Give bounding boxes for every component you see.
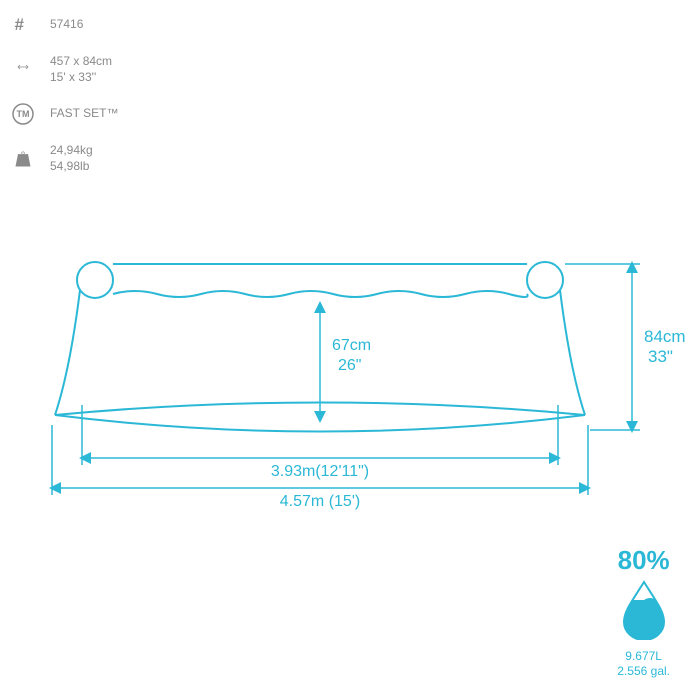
dim-height: 84cm 33" [565, 264, 686, 430]
spec-brand: TM FAST SET™ [10, 101, 118, 127]
dim-height-in: 33" [648, 347, 673, 366]
dim-width-outer-label: 4.57m (15') [280, 493, 360, 510]
spec-weight: 24,94kg 54,98lb [10, 143, 118, 174]
specs-block: # 57416 457 x 84cm 15' x 33'' TM FAST SE… [10, 12, 118, 190]
capacity-gallons: 2.556 gal. [617, 664, 670, 680]
spec-sku: # 57416 [10, 12, 118, 38]
svg-text:TM: TM [17, 109, 30, 119]
spec-weight-lb: 54,98lb [50, 159, 93, 175]
spec-size-imperial: 15' x 33'' [50, 70, 112, 86]
spec-sku-value: 57416 [50, 17, 83, 33]
dim-depth-in: 26" [338, 357, 361, 374]
water-drop-icon [620, 580, 668, 640]
spec-size-metric: 457 x 84cm [50, 54, 112, 70]
spec-brand-value: FAST SET™ [50, 106, 118, 122]
dim-height-cm: 84cm [644, 327, 686, 346]
dimension-arrow-icon [10, 57, 36, 83]
capacity-liters: 9.677L [617, 649, 670, 665]
spec-size: 457 x 84cm 15' x 33'' [10, 54, 118, 85]
hash-icon: # [10, 12, 36, 38]
spec-weight-kg: 24,94kg [50, 143, 93, 159]
capacity-block: 80% 9.677L 2.556 gal. [617, 545, 670, 680]
dim-width-inner-label: 3.93m(12'11") [271, 463, 369, 480]
trademark-icon: TM [10, 101, 36, 127]
weight-icon [10, 146, 36, 172]
svg-text:#: # [15, 15, 24, 34]
spec-weight-values: 24,94kg 54,98lb [50, 143, 93, 174]
capacity-percent: 80% [617, 545, 670, 576]
spec-size-values: 457 x 84cm 15' x 33'' [50, 54, 112, 85]
dim-depth-cm: 67cm [332, 337, 371, 354]
capacity-values: 9.677L 2.556 gal. [617, 649, 670, 680]
pool-diagram: 67cm 26" 84cm 33" 3.93m(12'11") 4.57m (1… [0, 250, 700, 520]
